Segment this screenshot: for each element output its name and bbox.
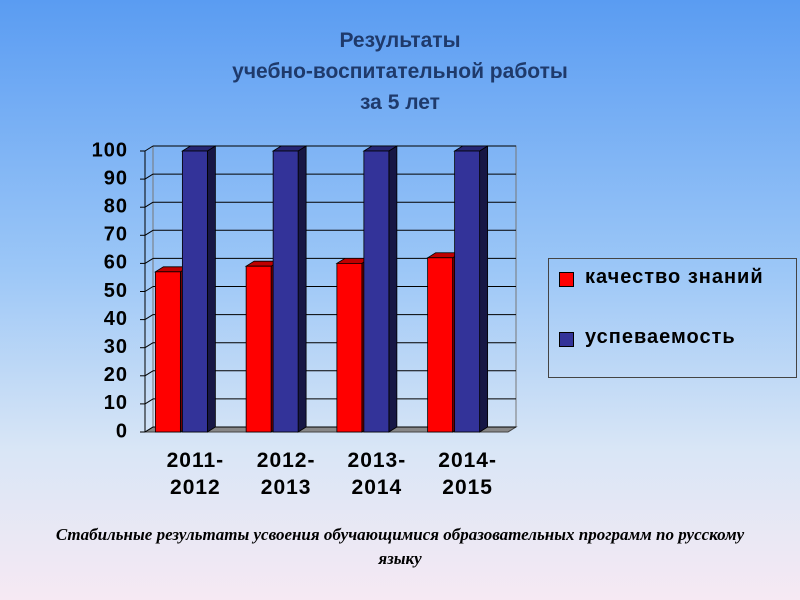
chart-title: Результаты [339,29,461,52]
bar-side [479,145,489,433]
y-tick-label: 30 [104,336,128,358]
legend-label: качество знаний [585,266,764,288]
grid-line [144,314,154,321]
y-tick-label: 0 [116,420,128,442]
grid-line [144,398,154,405]
grid-line [144,257,154,264]
bar-side [388,145,398,433]
chart-title: за 5 лет [360,91,440,114]
chart-title: учебно-воспитательной работы [232,60,568,83]
bar [245,265,272,433]
y-tick-label: 60 [104,252,128,274]
bar [363,150,390,433]
grid-line [144,229,154,236]
bar [427,257,454,433]
bar-side [297,145,307,433]
bar [272,150,299,433]
y-tick-label: 50 [104,280,128,302]
y-tick-label: 70 [104,224,128,246]
x-tick-label: 2014-2015 [438,449,497,499]
x-tick-label: 2011-2012 [166,449,225,499]
x-tick-label: 2013-2014 [347,449,407,499]
y-tick-label: 10 [104,392,128,414]
y-tick-label: 80 [104,195,128,217]
grid-line [144,370,154,377]
y-tick-label: 100 [92,139,128,161]
y-tick-label: 20 [104,364,128,386]
legend-label: успеваемость [585,326,736,348]
bar [454,150,481,433]
bar [336,262,363,433]
annotation: Стабильные результаты усвоения обучающим… [55,525,745,568]
bar [154,271,181,433]
grid-line [144,426,154,433]
grid-line [144,201,154,208]
y-tick-label: 90 [104,167,128,189]
legend: качество знаний успеваемость [548,258,797,378]
legend-swatch [559,332,574,347]
bar-side [206,145,216,433]
bar [181,150,208,433]
y-tick-label: 40 [104,308,128,330]
x-tick-label: 2012-2013 [256,449,316,499]
grid-line [144,342,154,349]
grid-line [144,173,154,180]
legend-swatch [559,272,574,287]
grid-line [144,286,154,292]
grid-line [144,145,154,152]
